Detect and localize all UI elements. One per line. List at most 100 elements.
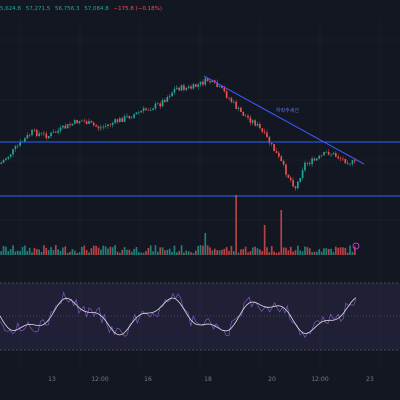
- volume-bar: [9, 249, 12, 255]
- candle-body: [223, 88, 226, 92]
- volume-bar: [59, 250, 62, 255]
- volume-bar: [304, 246, 306, 255]
- volume-bar: [88, 252, 90, 255]
- volume-bar: [230, 246, 233, 255]
- volume-bar: [35, 249, 38, 255]
- volume-bar: [223, 248, 226, 255]
- candle-body: [133, 114, 135, 118]
- candle-body: [107, 124, 109, 127]
- candle-body: [92, 122, 95, 126]
- ohlc-change: −175.8 (−0.18%): [113, 6, 162, 12]
- volume-bar: [342, 247, 344, 255]
- candle-body: [142, 108, 145, 111]
- candle-body: [266, 132, 268, 138]
- volume-bar: [330, 248, 332, 255]
- horizontal-levels[interactable]: [0, 141, 400, 197]
- candle-body: [327, 152, 330, 155]
- volume-bar: [168, 248, 171, 255]
- candle-body: [259, 124, 261, 129]
- volume-bar: [175, 252, 178, 255]
- volume-bar: [102, 245, 105, 255]
- candle-body: [66, 124, 69, 129]
- candle-body: [152, 108, 154, 111]
- volume-bar: [107, 248, 109, 255]
- candle-body: [228, 97, 230, 99]
- x-axis-tick-label: 20: [268, 376, 276, 383]
- candle-body: [221, 86, 223, 89]
- candle-body: [9, 154, 12, 157]
- volume-bar: [327, 248, 330, 255]
- volume-bar: [147, 247, 150, 255]
- volume-bar: [119, 252, 121, 255]
- volume-bar: [138, 252, 140, 255]
- volume-bar: [297, 245, 299, 255]
- candle-body: [211, 80, 214, 83]
- candle-body: [306, 162, 309, 164]
- x-axis-tick-label: 12:00: [311, 376, 328, 383]
- volume-bar: [81, 246, 83, 255]
- volume-bar: [247, 252, 249, 255]
- volume-bar: [311, 252, 313, 255]
- volume-bar: [2, 245, 5, 255]
- candle-body: [147, 109, 150, 111]
- candle-body: [280, 156, 283, 162]
- volume-bar: [261, 251, 264, 255]
- volume-bar: [301, 251, 304, 255]
- candle-body: [31, 129, 33, 135]
- volume-bar: [21, 246, 24, 255]
- volume-bar: [62, 247, 64, 255]
- volume-bar: [268, 252, 271, 255]
- candle-body: [180, 85, 183, 91]
- candle-body: [116, 119, 119, 122]
- candle-body: [130, 117, 133, 119]
- candle-body: [5, 158, 7, 161]
- candle-body: [282, 161, 285, 165]
- candle-body: [289, 177, 292, 181]
- candle-body: [185, 87, 188, 90]
- volume-bar: [159, 247, 162, 255]
- volume-bar: [294, 250, 297, 255]
- candle-body: [206, 78, 209, 81]
- x-axis-tick-label: 13: [48, 376, 56, 383]
- candle-body: [12, 149, 14, 155]
- candle-body: [140, 110, 143, 113]
- candle-body: [175, 87, 178, 89]
- candle-body: [45, 133, 48, 139]
- volume-bar: [306, 246, 309, 255]
- candle-body: [325, 152, 328, 153]
- candle-body: [173, 88, 176, 93]
- candle-body: [204, 78, 207, 85]
- volume-bar: [54, 245, 57, 255]
- volume-bar: [171, 251, 173, 255]
- candle-body: [197, 84, 200, 87]
- candle-body: [247, 115, 249, 118]
- candle-body: [249, 117, 252, 123]
- volume-bar: [235, 195, 237, 255]
- candle-body: [73, 120, 76, 124]
- volume-bar: [323, 248, 325, 255]
- ohlc-low: 56,756.3: [55, 6, 80, 12]
- volume-bar: [289, 246, 292, 255]
- candle-body: [202, 81, 204, 85]
- volume-bar: [26, 251, 29, 255]
- downtrend-line[interactable]: [203, 75, 365, 165]
- volume-bar: [270, 246, 273, 255]
- volume-bar: [166, 249, 169, 255]
- candle-body: [230, 98, 233, 102]
- candle-body: [33, 129, 36, 131]
- candle-body: [251, 120, 254, 123]
- candle-body: [216, 82, 218, 88]
- candle-body: [47, 136, 50, 139]
- candle-body: [164, 100, 166, 102]
- candle-body: [339, 158, 342, 159]
- rsi-panel: [0, 282, 400, 351]
- volume-bar: [280, 210, 283, 255]
- circle-icon[interactable]: [352, 242, 360, 250]
- candle-body: [100, 127, 102, 129]
- candle-body: [261, 128, 264, 132]
- volume-bar: [85, 250, 88, 255]
- candle-body: [313, 158, 316, 161]
- volume-bar: [149, 245, 152, 255]
- candle-body: [64, 125, 67, 129]
